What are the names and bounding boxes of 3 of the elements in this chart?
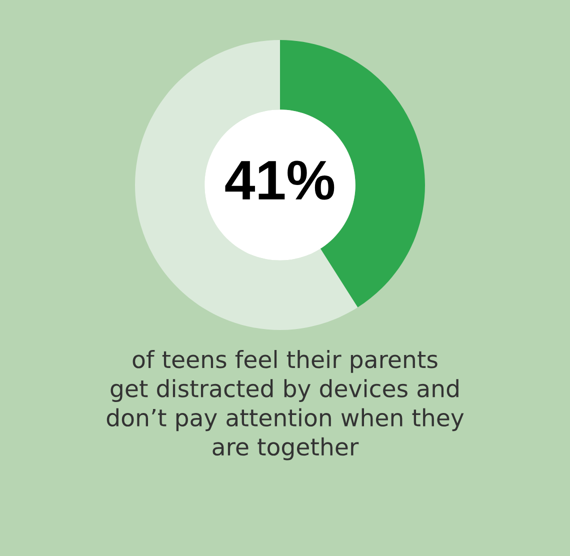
data-label: 41% xyxy=(225,160,334,200)
text: of teens feel their parents get distracted by devices and don’t pay attention when they are together xyxy=(106,350,464,460)
donut-slice xyxy=(135,40,358,330)
